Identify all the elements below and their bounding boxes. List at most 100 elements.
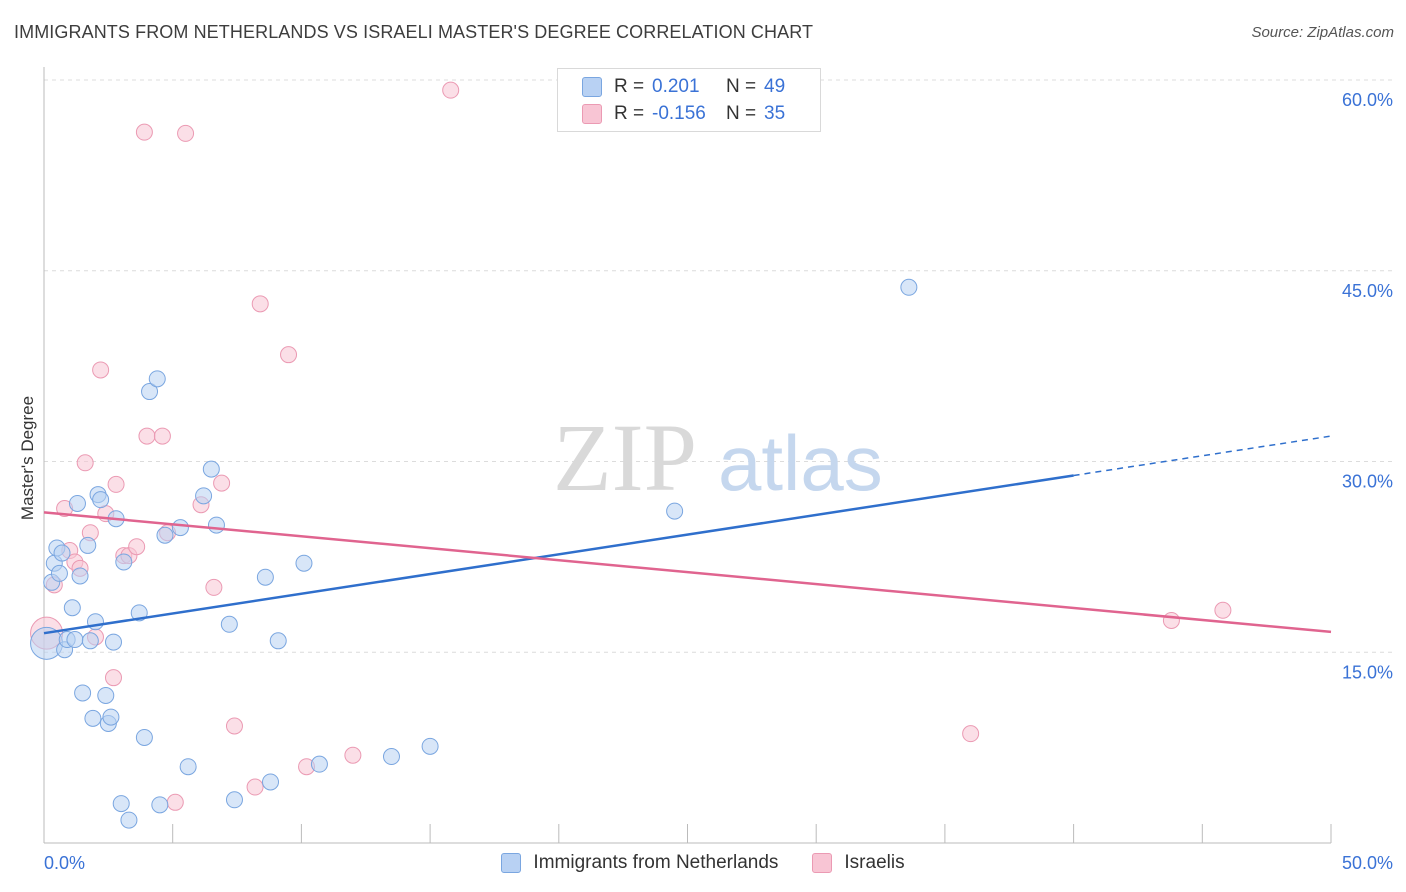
israelis-point [128,538,146,556]
netherlands-point [66,631,84,649]
netherlands-point [74,684,92,702]
trend-lines [43,435,1332,635]
israelis-point [1162,611,1180,629]
r-label: R = [614,76,645,97]
netherlands-point [71,567,89,585]
pink-swatch [582,104,602,124]
series-legend: Immigrants from Netherlands Israelis [0,852,1406,874]
israelis-point [213,474,231,492]
watermark: ZIP atlas [553,404,883,511]
netherlands-point [81,632,99,650]
blue-swatch [501,853,522,873]
stats-legend: R = 0.201 N = 49 R = -0.156 N = 35 [557,68,821,132]
netherlands-point [220,615,238,633]
legend-row-netherlands: R = 0.201 N = 49 [582,74,785,100]
gridlines [44,79,1392,653]
y-tick-label: 45.0% [1342,281,1393,301]
netherlands-point [151,796,169,814]
netherlands-point [53,544,71,562]
netherlands-point [92,491,110,509]
israelis-point [225,717,243,735]
israelis-trend-line [43,511,1332,634]
israelis-point [92,361,110,379]
netherlands-point [135,728,153,746]
n-value: 49 [764,76,786,97]
legend-label: Israelis [844,852,905,873]
netherlands-point [148,370,166,388]
axes [43,67,1332,844]
israelis-point [962,725,980,743]
israelis-point [205,578,223,596]
chart-title: IMMIGRANTS FROM NETHERLANDS VS ISRAELI M… [14,22,814,42]
netherlands-point [97,686,115,704]
netherlands-trend-extension [1073,435,1332,477]
legend-row-israelis: R = -0.156 N = 35 [582,101,785,127]
netherlands-point [84,709,102,727]
israelis-point [104,669,122,687]
pink-swatch [812,853,833,873]
netherlands-point [207,516,225,534]
netherlands-point [79,536,97,554]
legend-item-israelis[interactable]: Israelis [812,852,905,874]
n-label: N = [726,76,757,97]
netherlands-point [179,758,197,776]
watermark-atlas: atlas [718,419,883,507]
y-tick-label: 15.0% [1342,662,1393,682]
israelis-point [246,778,264,796]
netherlands-point [666,502,684,520]
netherlands-point [202,460,220,478]
netherlands-point [256,568,274,586]
tick-labels: 15.0% 30.0% 45.0% 60.0% 0.0% 50.0% [44,90,1393,873]
netherlands-trend-line [43,474,1074,635]
netherlands-point [102,708,120,726]
netherlands-point [156,526,174,544]
netherlands-point [900,278,918,296]
israelis-point [177,124,195,142]
netherlands-point [141,383,159,401]
netherlands-point [68,494,86,512]
watermark-zip: ZIP [553,404,697,511]
israelis-point [76,454,94,472]
netherlands-point [310,755,328,773]
israelis-point [1214,601,1232,619]
israelis-point [107,475,125,493]
israelis-point [153,427,171,445]
netherlands-point [171,519,189,537]
x-tick-label-min: 0.0% [44,853,85,873]
israelis-point [344,746,362,764]
israelis-point [166,793,184,811]
y-axis-label: Master's Degree [18,395,37,521]
legend-item-netherlands[interactable]: Immigrants from Netherlands [501,852,778,874]
netherlands-point [295,554,313,572]
netherlands-point [262,773,280,791]
legend-label: Immigrants from Netherlands [533,852,779,873]
r-value: 0.201 [652,76,700,97]
netherlands-point [115,553,133,571]
data-points [30,81,1232,829]
israelis-point [138,427,156,445]
israelis-point [280,346,298,364]
r-value: -0.156 [652,103,706,124]
netherlands-point [269,632,287,650]
netherlands-point [421,737,439,755]
y-tick-label: 60.0% [1342,90,1393,110]
netherlands-point [104,633,122,651]
netherlands-point [225,791,243,809]
israelis-point [251,295,269,313]
israelis-point [442,81,460,99]
blue-swatch [582,77,602,97]
netherlands-point [195,487,213,505]
netherlands-point [63,599,81,617]
n-label: N = [726,103,757,124]
r-label: R = [614,103,645,124]
netherlands-point [382,748,400,766]
netherlands-point [50,564,68,582]
source-credit: Source: ZipAtlas.com [1251,24,1394,41]
netherlands-point [112,795,130,813]
x-tick-label-max: 50.0% [1342,853,1393,873]
n-value: 35 [764,103,786,124]
y-tick-label: 30.0% [1342,472,1393,492]
netherlands-point [120,811,138,829]
israelis-point [135,123,153,141]
